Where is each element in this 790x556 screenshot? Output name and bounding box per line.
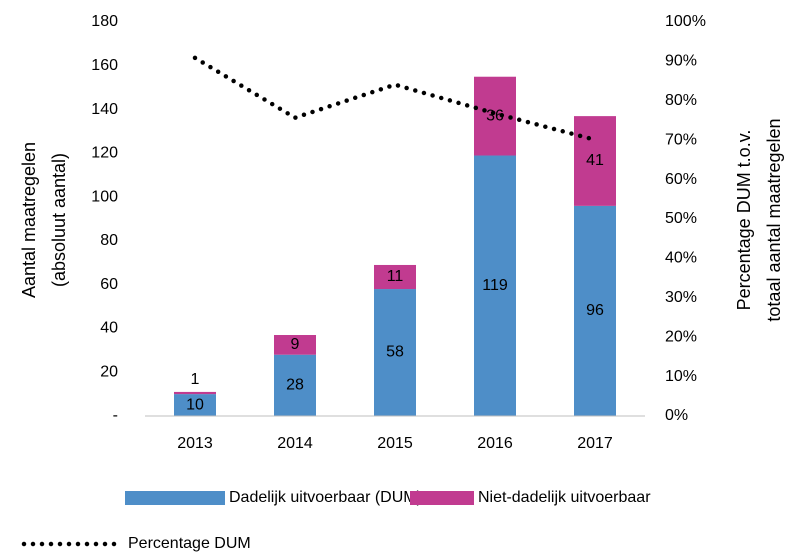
data-label: 1 (191, 371, 200, 388)
y2-tick-label: 10% (665, 368, 697, 385)
bar-segment (574, 116, 616, 206)
x-tick-label: 2015 (377, 435, 413, 452)
legend-swatch (125, 491, 225, 505)
y2-tick-label: 20% (665, 328, 697, 345)
y2-tick-label: 70% (665, 131, 697, 148)
data-label: 36 (486, 107, 504, 124)
x-tick-label: 2014 (277, 435, 313, 452)
legend-label: Dadelijk uitvoerbaar (DUM) (229, 489, 422, 506)
data-label: 119 (482, 277, 508, 294)
data-label: 11 (387, 268, 404, 285)
bar-segment (174, 394, 216, 416)
legend-label: Niet-dadelijk uitvoerbaar (478, 489, 651, 506)
bar-segment (374, 264, 416, 290)
y-tick-label: 80 (100, 232, 118, 249)
legend-label: Percentage DUM (128, 535, 251, 552)
data-label: 9 (291, 336, 300, 353)
y-tick-label: 140 (91, 101, 118, 118)
y2-tick-label: 50% (665, 210, 697, 227)
y-axis-title: (absoluut aantal) (49, 153, 69, 287)
y-tick-label: 180 (91, 13, 118, 30)
x-tick-label: 2017 (577, 435, 613, 452)
y-axis-title: Aantal maatregelen (19, 142, 39, 298)
y2-axis-title: Percentage DUM t.o.v. (734, 130, 754, 311)
y-tick-label: 120 (91, 145, 118, 162)
data-label: 96 (586, 302, 604, 319)
y-tick-label: 20 (100, 363, 118, 380)
data-label: 28 (286, 377, 304, 394)
y-tick-label: 40 (100, 320, 118, 337)
y2-tick-label: 30% (665, 289, 697, 306)
y2-tick-label: 40% (665, 250, 697, 267)
data-label: 41 (586, 152, 604, 169)
bar-segment (574, 205, 616, 416)
bar-segment (474, 155, 516, 416)
y2-tick-label: 0% (665, 407, 688, 424)
x-tick-label: 2013 (177, 435, 213, 452)
y-tick-label: 60 (100, 276, 118, 293)
y-tick-label: 160 (91, 57, 118, 74)
bar-segment (274, 354, 316, 416)
y-tick-label: - (113, 407, 118, 424)
data-label: 10 (186, 396, 204, 413)
bar-segment (374, 289, 416, 416)
y2-axis-title: totaal aantal maatregelen (764, 118, 784, 321)
x-tick-label: 2016 (477, 435, 513, 452)
y2-tick-label: 80% (665, 92, 697, 109)
line-series (192, 55, 598, 143)
bar-segment (174, 391, 216, 395)
y-tick-label: 100 (91, 188, 118, 205)
y2-tick-label: 100% (665, 13, 706, 30)
legend-swatch (410, 491, 474, 505)
y2-tick-label: 90% (665, 53, 697, 70)
data-label: 58 (386, 344, 404, 361)
y2-tick-label: 60% (665, 171, 697, 188)
bar-segment (274, 335, 316, 355)
